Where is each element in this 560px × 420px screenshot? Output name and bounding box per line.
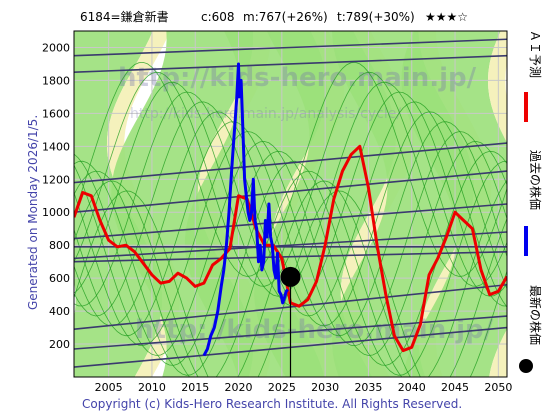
y-tick-label: 400 bbox=[49, 305, 70, 318]
cycle-line bbox=[74, 150, 507, 366]
cycle-line bbox=[74, 71, 507, 287]
legend-swatch-latest bbox=[519, 359, 533, 373]
side-caption: Generated on Monday 2026/1/5. bbox=[26, 115, 40, 310]
y-tick-label: 200 bbox=[49, 338, 70, 351]
latest-marker-group bbox=[280, 266, 301, 377]
x-tick-label: 2020 bbox=[225, 381, 253, 394]
y-tick-label: 2000 bbox=[42, 41, 70, 54]
header-target: t:789(+30%) bbox=[337, 10, 415, 24]
cycle-line bbox=[74, 131, 507, 347]
footer-copyright: Copyright (c) Kids-Hero Research Institu… bbox=[82, 397, 462, 411]
latest-price-dot bbox=[280, 266, 301, 287]
legend-label-ai: ＡＩ予測 bbox=[528, 30, 542, 78]
x-tick-label: 2030 bbox=[311, 381, 339, 394]
cycle-line bbox=[74, 160, 507, 376]
trend-line bbox=[74, 170, 507, 214]
watermark-sub: http://kids-hero.main.jp/analysis/cycle/ bbox=[130, 106, 401, 122]
yellow-band bbox=[418, 31, 492, 377]
yellow-band bbox=[487, 31, 507, 377]
watermark-main: http://kids-hero.main.jp/ bbox=[118, 63, 477, 93]
header-rating: ★★★☆ bbox=[425, 10, 468, 24]
y-tick-label: 1200 bbox=[42, 173, 70, 186]
x-tick-label: 2015 bbox=[181, 381, 209, 394]
trend-line bbox=[74, 142, 507, 184]
header-current: c:608 bbox=[201, 10, 235, 24]
cycle-line bbox=[74, 61, 507, 277]
axis-ticks: 2005 2010 2015 2020 2025 2030 2035 2040 2045 2050… bbox=[42, 41, 512, 394]
x-tick-label: 2035 bbox=[354, 381, 382, 394]
legend-label-latest: 最新の株価 bbox=[528, 285, 543, 345]
header-stock: 6184=鎌倉新書 bbox=[80, 9, 169, 24]
y-tick-label: 1600 bbox=[42, 107, 70, 120]
y-tick-label: 1000 bbox=[42, 206, 70, 219]
y-tick-label: 600 bbox=[49, 272, 70, 285]
plot-border bbox=[73, 30, 508, 378]
yellow-band bbox=[106, 31, 180, 377]
trend-lines bbox=[74, 38, 507, 368]
header-medium: m:767(+26%) bbox=[243, 10, 328, 24]
trend-line bbox=[74, 231, 507, 260]
cycle-line bbox=[74, 121, 507, 337]
trend-line bbox=[74, 250, 507, 263]
y-tick-label: 1800 bbox=[42, 74, 70, 87]
x-tick-label: 2050 bbox=[484, 381, 512, 394]
trend-line bbox=[74, 54, 507, 73]
x-tick-label: 2005 bbox=[95, 381, 123, 394]
cycle-line bbox=[74, 180, 507, 377]
x-tick-label: 2010 bbox=[138, 381, 166, 394]
x-tick-label: 2040 bbox=[398, 381, 426, 394]
trend-line bbox=[74, 203, 507, 240]
y-tick-label: 800 bbox=[49, 239, 70, 252]
past-price-line bbox=[202, 62, 289, 357]
x-tick-label: 2045 bbox=[441, 381, 469, 394]
legend-label-past: 過去の株価 bbox=[528, 150, 543, 210]
trend-line bbox=[74, 38, 507, 57]
x-tick-label: 2025 bbox=[268, 381, 296, 394]
y-tick-label: 1400 bbox=[42, 140, 70, 153]
